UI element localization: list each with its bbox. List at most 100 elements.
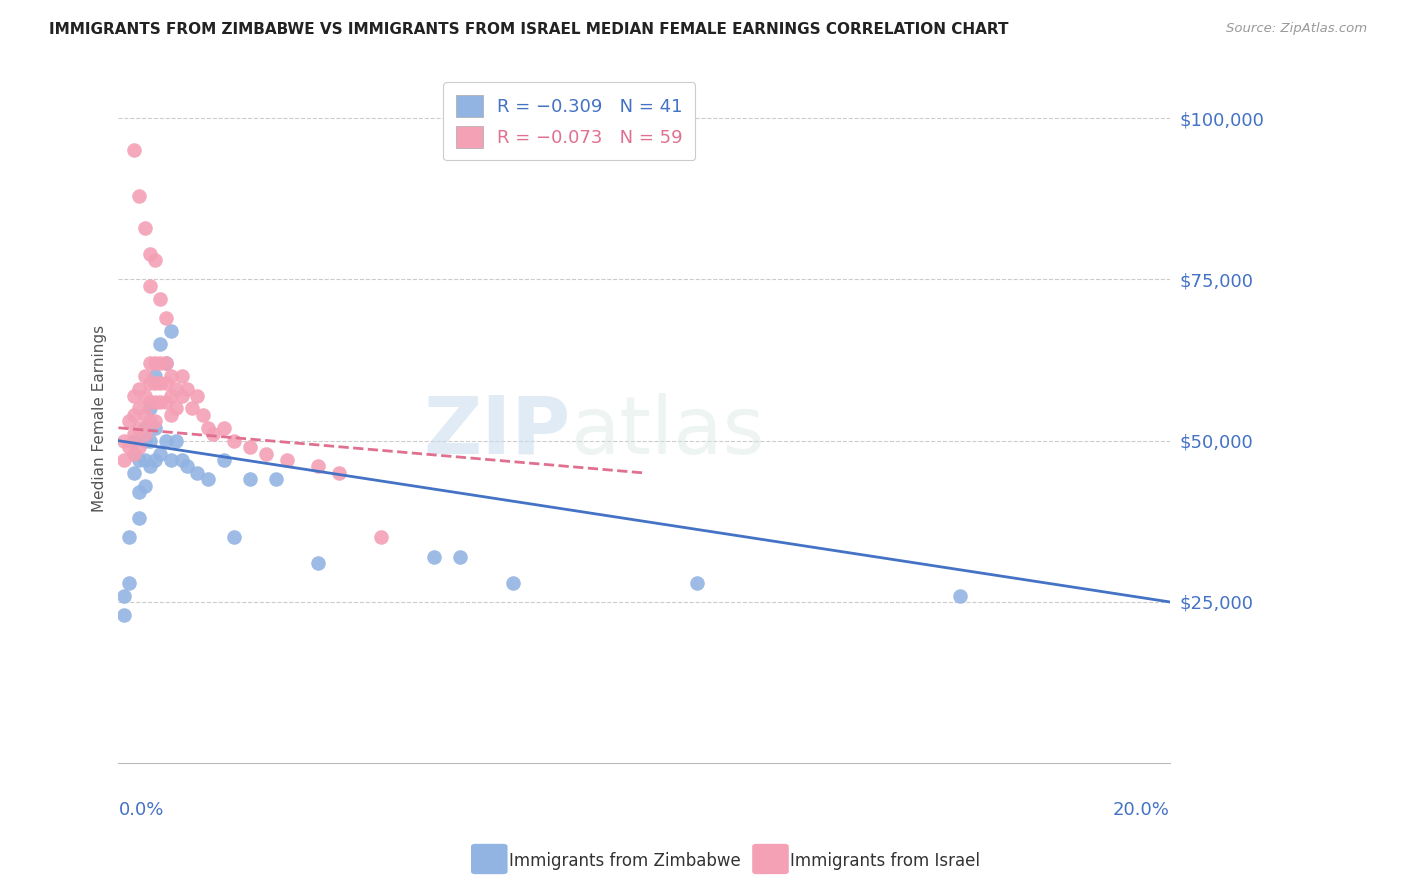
Point (128, 511, 150, 525)
Point (128, 485, 150, 500)
Point (149, 356, 172, 370)
Point (143, 453, 166, 467)
Point (122, 447, 145, 461)
Point (139, 246, 162, 260)
Point (139, 278, 162, 293)
Point (143, 253, 166, 268)
Point (186, 466, 208, 480)
Point (307, 459, 329, 474)
Point (128, 440, 150, 454)
Point (143, 395, 166, 409)
Point (264, 472, 287, 486)
Point (134, 388, 156, 402)
Point (155, 356, 177, 370)
Text: 20.0%: 20.0% (1114, 801, 1170, 819)
Point (122, 434, 145, 448)
Point (149, 337, 172, 351)
Point (155, 311, 177, 326)
Text: Immigrants from Zimbabwe: Immigrants from Zimbabwe (509, 852, 741, 870)
Point (134, 369, 156, 384)
Point (165, 434, 187, 448)
Point (370, 531, 392, 545)
Point (176, 382, 198, 396)
Point (948, 589, 970, 603)
Point (143, 421, 166, 435)
Text: atlas: atlas (571, 392, 765, 471)
Point (170, 453, 193, 467)
Point (139, 459, 162, 474)
Point (134, 427, 156, 442)
Point (112, 607, 135, 622)
Point (122, 144, 145, 158)
Point (212, 453, 235, 467)
Point (143, 369, 166, 384)
Point (191, 408, 214, 422)
Point (160, 408, 183, 422)
Text: Source: ZipAtlas.com: Source: ZipAtlas.com (1226, 22, 1367, 36)
Point (112, 434, 135, 448)
Point (502, 575, 524, 590)
Point (143, 356, 166, 370)
Point (149, 292, 172, 306)
Point (134, 408, 156, 422)
Text: 0.0%: 0.0% (118, 801, 165, 819)
Point (160, 324, 183, 338)
Legend: R = −0.309   N = 41, R = −0.073   N = 59: R = −0.309 N = 41, R = −0.073 N = 59 (443, 82, 696, 161)
Point (160, 388, 183, 402)
Point (222, 531, 245, 545)
Point (122, 388, 145, 402)
Point (122, 408, 145, 422)
Point (134, 421, 156, 435)
Point (197, 472, 219, 486)
Point (165, 401, 187, 416)
Point (186, 388, 208, 402)
Text: ZIP: ZIP (423, 392, 571, 471)
Point (118, 414, 141, 428)
Point (143, 414, 166, 428)
Point (134, 479, 156, 493)
Point (139, 376, 162, 390)
Point (181, 401, 204, 416)
Point (122, 427, 145, 442)
Point (176, 459, 198, 474)
Point (276, 453, 298, 467)
Point (112, 589, 135, 603)
Point (222, 434, 245, 448)
Point (134, 453, 156, 467)
Point (197, 421, 219, 435)
Point (128, 382, 150, 396)
Point (122, 447, 145, 461)
Point (118, 531, 141, 545)
Point (128, 421, 150, 435)
Point (239, 440, 262, 454)
Text: Immigrants from Israel: Immigrants from Israel (790, 852, 980, 870)
Point (155, 356, 177, 370)
Point (118, 575, 141, 590)
Point (686, 575, 709, 590)
Point (139, 395, 162, 409)
Point (165, 382, 187, 396)
Point (170, 369, 193, 384)
Point (128, 188, 150, 202)
Point (307, 556, 329, 570)
Point (112, 453, 135, 467)
Point (155, 376, 177, 390)
Point (423, 549, 446, 564)
Point (160, 369, 183, 384)
Point (134, 220, 156, 235)
Point (160, 453, 183, 467)
Point (143, 376, 166, 390)
Y-axis label: Median Female Earnings: Median Female Earnings (93, 325, 107, 512)
Point (139, 434, 162, 448)
Point (139, 414, 162, 428)
Point (449, 549, 471, 564)
Point (212, 421, 235, 435)
Point (254, 447, 277, 461)
Point (328, 466, 350, 480)
Point (155, 395, 177, 409)
Point (239, 472, 262, 486)
Point (139, 401, 162, 416)
Point (128, 401, 150, 416)
Point (155, 434, 177, 448)
Point (122, 466, 145, 480)
